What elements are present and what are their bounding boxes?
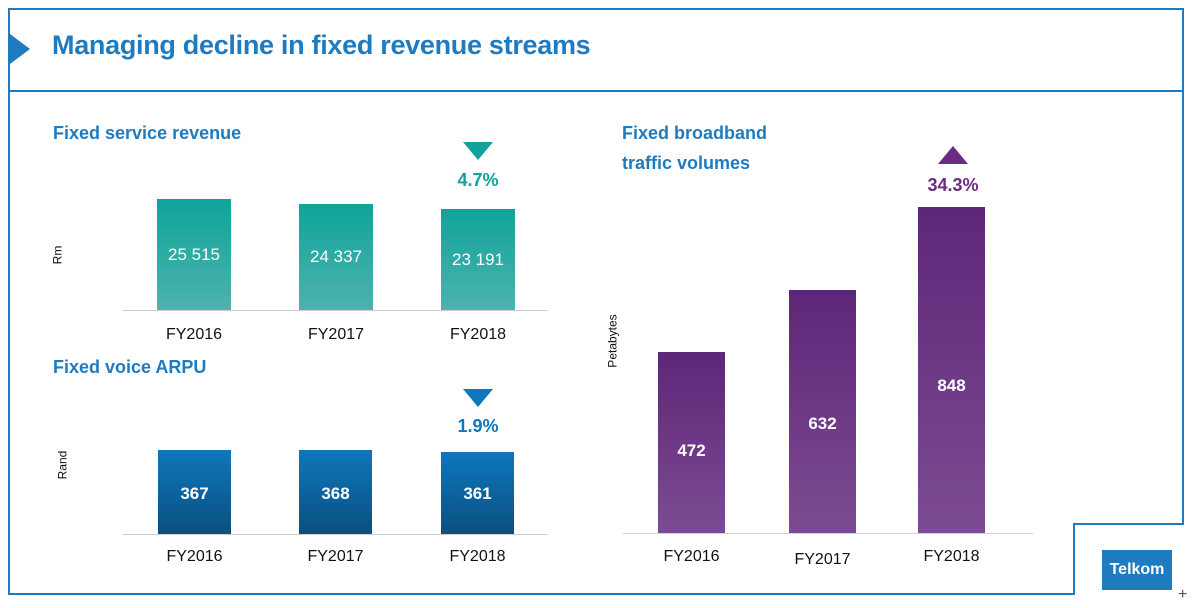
- y-axis-label-petabytes: Petabytes: [605, 314, 620, 368]
- title-frame: [8, 8, 1184, 90]
- bar-fy2016: 472: [658, 351, 725, 533]
- bar-fy2018: 23 191: [441, 209, 515, 310]
- category-label: FY2018: [449, 548, 506, 565]
- bar-fy2017: 632: [789, 290, 856, 533]
- telkom-logo: Telkom: [1102, 550, 1172, 590]
- bar-value-label: 632: [808, 413, 837, 433]
- frame-right-border: [1182, 90, 1184, 525]
- category-label: FY2017: [307, 326, 365, 343]
- bar-fy2018: 361: [441, 451, 514, 534]
- bar-fy2018: 848: [918, 207, 985, 533]
- bar-fy2016: 367: [158, 450, 231, 534]
- plus-icon: +: [1178, 586, 1188, 603]
- baseline-chart-1: [123, 310, 548, 311]
- chart-title-fixed-service-revenue: Fixed service revenue: [53, 123, 242, 143]
- decrease-arrow-icon: [463, 389, 493, 407]
- category-label: FY2018: [923, 548, 980, 565]
- bar-value-label: 472: [677, 441, 706, 461]
- frame-bottom-border: [8, 593, 1074, 595]
- bar-value-label: 367: [180, 483, 209, 503]
- baseline-chart-3: [623, 533, 1033, 534]
- category-label: FY2018: [449, 326, 507, 343]
- frame-left-border: [8, 90, 10, 595]
- bar-value-label: 25 515: [168, 244, 220, 264]
- bar-value-label: 848: [937, 376, 966, 396]
- title-marker-icon: [10, 34, 30, 64]
- title-divider: [8, 90, 1184, 92]
- bar-fy2017: 24 337: [299, 204, 373, 310]
- chart-title-fixed-broadband-line-2: traffic volumes: [622, 153, 751, 173]
- bar-fy2017: 368: [299, 450, 372, 534]
- y-axis-label-rand: Rand: [55, 450, 70, 480]
- category-label: FY2017: [307, 548, 364, 565]
- frame-notch-horizontal: [1073, 523, 1184, 525]
- chart-title-fixed-voice-arpu: Fixed voice ARPU: [53, 357, 207, 377]
- category-label: FY2016: [166, 548, 223, 565]
- category-label: FY2017: [794, 551, 851, 568]
- page-title: Managing decline in fixed revenue stream…: [52, 30, 591, 60]
- baseline-chart-2: [123, 534, 548, 535]
- bar-value-label: 361: [463, 484, 492, 504]
- chart-title-fixed-broadband-line-1: Fixed broadband: [622, 123, 768, 143]
- decrease-arrow-icon: [463, 142, 493, 160]
- bar-value-label: 23 191: [452, 249, 504, 269]
- increase-arrow-icon: [938, 146, 968, 164]
- category-label: FY2016: [165, 326, 223, 343]
- bar-value-label: 368: [321, 483, 350, 503]
- frame-notch-vertical: [1073, 523, 1075, 595]
- category-label: FY2016: [663, 548, 720, 565]
- bar-fy2016: 25 515: [157, 199, 231, 310]
- y-axis-label-rm: Rm: [50, 245, 65, 265]
- change-label-fixed-voice-arpu: 1.9%: [457, 416, 499, 436]
- change-label-fixed-broadband: 34.3%: [927, 175, 979, 195]
- bar-value-label: 24 337: [310, 247, 362, 267]
- change-label-fixed-service-revenue: 4.7%: [457, 170, 499, 190]
